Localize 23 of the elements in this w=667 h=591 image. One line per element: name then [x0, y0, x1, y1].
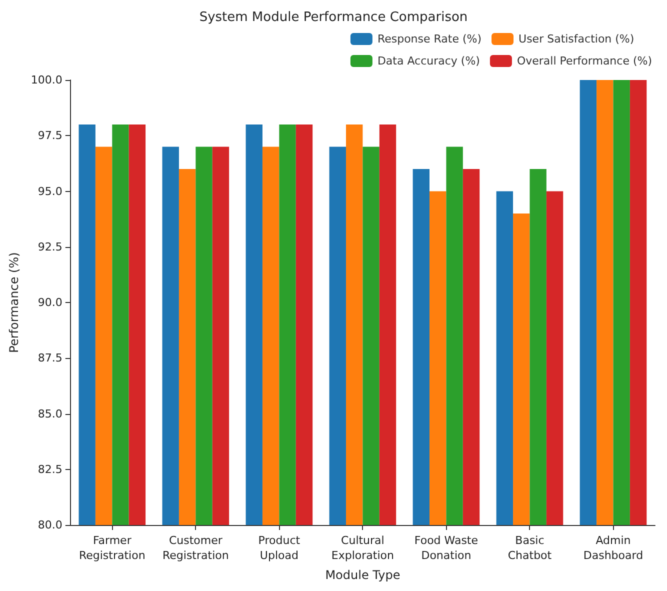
x-tick-label: Product Upload	[258, 534, 301, 562]
y-tick-label: 90.0	[38, 296, 62, 309]
y-tick-label: 87.5	[38, 352, 62, 365]
chart-title: System Module Performance Comparison	[199, 10, 468, 25]
y-tick-label: 92.5	[38, 240, 62, 254]
x-tick-label: Basic Chatbot	[508, 534, 552, 562]
x-tick-label: Farmer Registration	[78, 534, 146, 562]
x-tick-label: Food Waste Donation	[414, 534, 478, 562]
y-tick-label: 97.5	[38, 129, 62, 142]
y-tick-label: 82.5	[38, 462, 62, 476]
legend-label: Data Accuracy (%)	[377, 54, 480, 68]
y-tick-label: 80.0	[38, 518, 62, 532]
x-tick-label: Customer Registration	[162, 534, 229, 562]
x-tick-label: Cultural Exploration	[331, 534, 394, 562]
x-tick-label: Admin Dashboard	[583, 534, 644, 562]
y-tick-label: 85.0	[38, 407, 62, 420]
legend-label: User Satisfaction (%)	[518, 32, 634, 46]
legend-label: Response Rate (%)	[377, 32, 482, 46]
y-tick-label: 100.0	[30, 74, 62, 86]
x-axis-title: Module Type	[325, 568, 400, 582]
y-tick-label: 95.0	[38, 184, 62, 198]
legend-label: Overall Performance (%)	[516, 54, 652, 68]
y-axis-title: Performance (%)	[7, 252, 21, 353]
